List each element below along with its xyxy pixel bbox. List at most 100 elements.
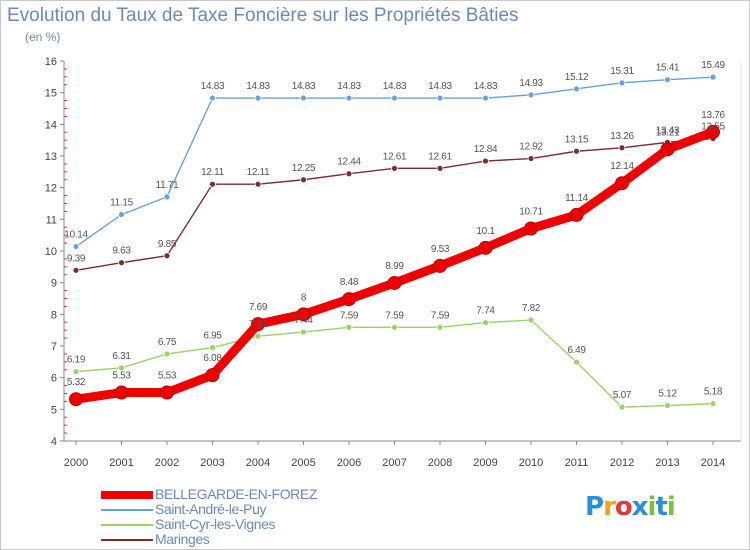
series-1 — [72, 73, 717, 250]
data-label: 14.93 — [519, 78, 543, 89]
data-point — [160, 385, 174, 400]
data-point — [391, 323, 398, 331]
legend-label: Saint-André-le-Puy — [155, 501, 267, 517]
data-label: 14.83 — [337, 81, 361, 92]
data-point — [345, 323, 353, 331]
x-tick-label: 2003 — [200, 457, 224, 469]
data-point — [391, 94, 398, 102]
x-tick-label: 2001 — [109, 457, 133, 469]
y-tick-label: 16 — [45, 56, 57, 68]
y-tick-label: 8 — [51, 309, 57, 321]
data-label: 13.21 — [656, 127, 680, 138]
data-label: 5.18 — [704, 387, 723, 398]
brand-letter: x — [631, 492, 649, 522]
data-label: 5.12 — [658, 389, 677, 400]
data-label: 8.48 — [340, 277, 359, 288]
x-tick-label: 2002 — [155, 457, 179, 469]
brand-logo: Proxiti — [585, 492, 676, 522]
y-tick-label: 11 — [46, 214, 57, 226]
data-point — [300, 328, 307, 336]
data-point — [300, 94, 307, 102]
data-point — [345, 170, 353, 178]
data-label: 6.31 — [112, 351, 131, 362]
data-point — [72, 243, 80, 250]
data-point — [118, 259, 125, 267]
y-tick-label: 15 — [45, 88, 57, 100]
data-point — [573, 147, 580, 155]
data-point — [69, 392, 83, 407]
data-label: 5.32 — [67, 377, 86, 388]
brand-letter: i — [666, 492, 676, 522]
data-point — [72, 368, 80, 376]
y-tick-label: 14 — [45, 119, 57, 131]
data-label: 15.49 — [701, 60, 725, 71]
x-tick-label: 2010 — [519, 457, 543, 469]
legend-swatch — [101, 524, 153, 526]
data-point — [527, 316, 535, 324]
data-label: 12.25 — [292, 163, 316, 174]
data-point — [254, 94, 262, 102]
data-point — [706, 124, 720, 139]
x-tick-label: 2004 — [246, 457, 270, 469]
data-label: 7.31 — [249, 319, 268, 330]
series-2 — [72, 316, 717, 411]
data-point — [709, 400, 717, 408]
legend-item: Saint-André-le-Puy — [101, 501, 401, 517]
data-label: 9.39 — [67, 253, 86, 264]
data-label: 6.75 — [158, 337, 177, 348]
data-point — [163, 252, 171, 260]
data-point — [478, 240, 493, 255]
data-label: 5.53 — [158, 371, 177, 382]
y-tick-label: 12 — [45, 183, 57, 195]
data-point — [387, 275, 402, 290]
data-label: 15.41 — [656, 63, 680, 74]
data-label: 11.15 — [110, 198, 134, 209]
data-label: 14.83 — [428, 81, 452, 92]
data-point — [296, 307, 311, 322]
x-tick-label: 2007 — [382, 457, 406, 469]
data-label: 7.59 — [431, 310, 450, 321]
data-label: 5.53 — [112, 371, 131, 382]
data-point — [163, 193, 171, 201]
data-point — [664, 402, 671, 409]
data-label: 12.84 — [474, 144, 498, 155]
data-label: 13.26 — [610, 131, 634, 142]
data-label: 14.83 — [201, 81, 225, 92]
data-label: 9.53 — [431, 244, 450, 255]
data-point — [660, 142, 675, 157]
data-label: 10.14 — [64, 230, 88, 241]
data-label: 12.11 — [247, 167, 271, 178]
data-point — [573, 85, 580, 93]
data-label: 7.69 — [249, 302, 268, 313]
data-point — [436, 94, 444, 102]
data-point — [618, 144, 626, 152]
x-tick-label: 2009 — [473, 457, 497, 469]
x-tick-label: 2006 — [337, 457, 361, 469]
ticks: 4 5 6 7 8 9 10 11 12 13 14 15 16 2000 2001 2002 2003 2004… — [45, 56, 725, 469]
data-label: 14.83 — [383, 81, 407, 92]
y-tick-label: 4 — [51, 436, 57, 448]
chart-unit-label: (en %) — [25, 30, 61, 44]
data-label: 7.59 — [385, 310, 404, 321]
legend-swatch — [101, 491, 153, 499]
data-label: 15.31 — [610, 66, 634, 77]
legend: BELLEGARDE-EN-FOREZ Saint-André-le-Puy Sai… — [101, 486, 401, 547]
series-3 — [72, 135, 717, 274]
data-point — [527, 91, 535, 99]
brand-letter: P — [585, 492, 604, 522]
x-tick-label: 2005 — [291, 457, 315, 469]
x-tick-label: 2013 — [655, 457, 679, 469]
data-point — [163, 350, 171, 358]
brand-letter: i — [647, 492, 657, 522]
data-label: 10.1 — [476, 226, 495, 237]
brand-letter: o — [614, 492, 633, 522]
x-tick-label: 2014 — [701, 457, 725, 469]
data-label: 12.61 — [383, 151, 407, 162]
legend-swatch — [101, 539, 153, 541]
data-point — [482, 94, 489, 102]
legend-item: BELLEGARDE-EN-FOREZ — [101, 486, 401, 502]
data-point — [114, 385, 129, 400]
data-point — [254, 332, 262, 340]
data-label: 6.95 — [203, 331, 222, 342]
axes — [63, 61, 742, 442]
